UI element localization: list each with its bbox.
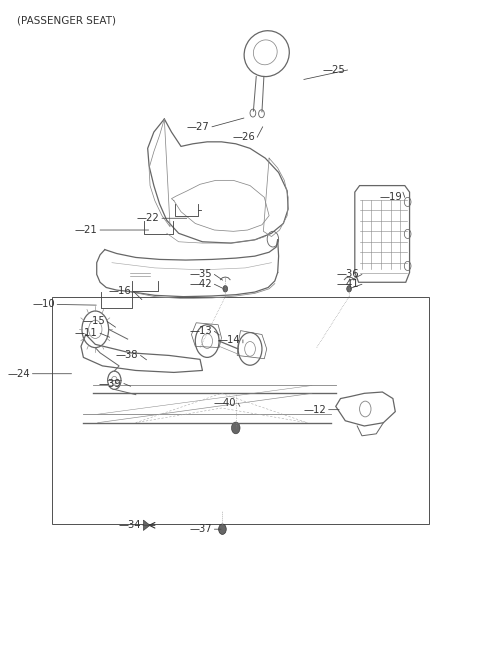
Bar <box>52 297 429 524</box>
Text: —14: —14 <box>218 335 240 345</box>
Text: —26: —26 <box>232 133 255 142</box>
Text: —15: —15 <box>82 316 105 327</box>
Text: —13: —13 <box>189 326 212 337</box>
Text: —22: —22 <box>137 213 159 223</box>
Text: —27: —27 <box>187 122 210 132</box>
Circle shape <box>223 285 228 292</box>
Text: —12: —12 <box>303 405 326 415</box>
Text: —37: —37 <box>189 524 212 534</box>
Circle shape <box>347 285 351 292</box>
Text: —34: —34 <box>118 520 141 530</box>
Text: —11: —11 <box>75 328 97 338</box>
Circle shape <box>218 524 226 535</box>
Text: —35: —35 <box>189 270 212 279</box>
Text: —38: —38 <box>116 350 138 360</box>
Text: —21: —21 <box>75 225 97 235</box>
Text: —19: —19 <box>380 192 402 202</box>
Text: —10: —10 <box>32 300 55 310</box>
Text: —42: —42 <box>189 279 212 289</box>
Polygon shape <box>144 520 150 531</box>
Circle shape <box>231 422 240 434</box>
Text: —25: —25 <box>323 65 345 75</box>
Text: —16: —16 <box>108 287 131 297</box>
Text: —24: —24 <box>7 369 30 379</box>
Text: (PASSENGER SEAT): (PASSENGER SEAT) <box>17 16 116 26</box>
Text: —39: —39 <box>99 379 121 388</box>
Text: —40: —40 <box>213 398 236 408</box>
Text: —41: —41 <box>337 279 360 289</box>
Text: —36: —36 <box>337 270 360 279</box>
